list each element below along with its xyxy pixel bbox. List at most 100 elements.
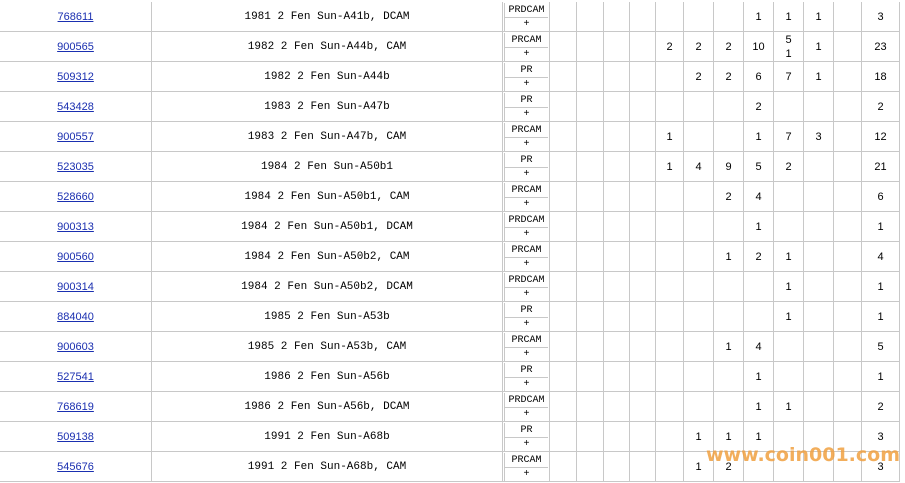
count-cell	[714, 92, 744, 122]
coin-id-link[interactable]: 545676	[57, 460, 94, 473]
count-cell	[656, 212, 684, 242]
description-cell: 1985 2 Fen Sun-A53b	[152, 302, 503, 332]
total-cell: 3	[862, 452, 900, 482]
count-cell: 1	[684, 452, 714, 482]
total-cell: 5	[862, 332, 900, 362]
grade-cell: PRCAM +	[503, 122, 550, 152]
count: 10	[752, 40, 765, 53]
count-cell	[550, 392, 577, 422]
count-part: 1	[785, 48, 792, 60]
description-cell: 1984 2 Fen Sun-A50b1, CAM	[152, 182, 503, 212]
count-cell	[604, 62, 630, 92]
count-cell	[630, 362, 656, 392]
count-cell	[630, 182, 656, 212]
count-cell	[656, 242, 684, 272]
description-cell: 1991 2 Fen Sun-A68b, CAM	[152, 452, 503, 482]
count-cell	[804, 362, 834, 392]
count-cell	[656, 362, 684, 392]
count-cell	[604, 122, 630, 152]
coin-id-link[interactable]: 509312	[57, 70, 94, 83]
coin-id-link[interactable]: 768619	[57, 400, 94, 413]
count-cell: 4	[744, 182, 774, 212]
count-cell	[774, 362, 804, 392]
coin-id-link[interactable]: 884040	[57, 310, 94, 323]
coin-id-link[interactable]: 900557	[57, 130, 94, 143]
count-cell	[604, 212, 630, 242]
count-cell	[834, 122, 862, 152]
total: 4	[877, 250, 884, 263]
count: 1	[666, 130, 673, 143]
count-cell: 1	[744, 212, 774, 242]
coin-id-link[interactable]: 900560	[57, 250, 94, 263]
count-cell	[577, 2, 604, 32]
count-cell	[714, 212, 744, 242]
count-cell	[684, 212, 714, 242]
coin-id-link[interactable]: 527541	[57, 370, 94, 383]
coin-id-link[interactable]: 900565	[57, 40, 94, 53]
coin-id-link[interactable]: 528660	[57, 190, 94, 203]
grade: PR	[504, 363, 548, 378]
total: 1	[877, 370, 884, 383]
count-cell	[550, 92, 577, 122]
coin-id-link[interactable]: 768611	[57, 10, 94, 23]
count-cell	[656, 302, 684, 332]
count-cell: 1	[804, 32, 834, 62]
description-cell: 1985 2 Fen Sun-A53b, CAM	[152, 332, 503, 362]
count-cell	[550, 212, 577, 242]
count-cell	[604, 152, 630, 182]
grade-cell: PRDCAM +	[503, 212, 550, 242]
count: 1	[785, 310, 792, 323]
count-cell	[577, 212, 604, 242]
count-cell	[804, 212, 834, 242]
id-cell: 900565	[0, 32, 152, 62]
total: 21	[874, 160, 887, 173]
count-cell	[656, 422, 684, 452]
total-cell: 23	[862, 32, 900, 62]
count-cell: 2	[684, 32, 714, 62]
count-cell: 2	[714, 452, 744, 482]
count-cell	[577, 302, 604, 332]
description-cell: 1982 2 Fen Sun-A44b, CAM	[152, 32, 503, 62]
count-cell	[577, 332, 604, 362]
count-cell	[714, 392, 744, 422]
total-cell: 21	[862, 152, 900, 182]
total-cell: 3	[862, 2, 900, 32]
count-cell	[744, 452, 774, 482]
count-cell	[834, 182, 862, 212]
count-cell: 2	[656, 32, 684, 62]
count-cell	[550, 422, 577, 452]
count-cell	[774, 332, 804, 362]
count-cell: 1	[656, 152, 684, 182]
count-cell: 9	[714, 152, 744, 182]
count-cell	[774, 92, 804, 122]
grade-sub: +	[504, 407, 548, 421]
count-cell	[834, 62, 862, 92]
coin-id-link[interactable]: 900603	[57, 340, 94, 353]
total: 1	[877, 220, 884, 233]
count-cell	[630, 62, 656, 92]
grade-cell: PRCAM +	[503, 32, 550, 62]
coin-id-link[interactable]: 900313	[57, 220, 94, 233]
count-cell	[834, 392, 862, 422]
count-cell	[684, 332, 714, 362]
total-cell: 6	[862, 182, 900, 212]
coin-id-link[interactable]: 523035	[57, 160, 94, 173]
id-cell: 528660	[0, 182, 152, 212]
coin-id-link[interactable]: 509138	[57, 430, 94, 443]
grade-sub: +	[504, 167, 548, 181]
count-cell: 7	[774, 122, 804, 152]
count-cell	[630, 272, 656, 302]
coin-id-link[interactable]: 543428	[57, 100, 94, 113]
count-cell: 5	[744, 152, 774, 182]
count-cell	[774, 452, 804, 482]
count-cell: 2	[744, 242, 774, 272]
description-cell: 1986 2 Fen Sun-A56b, DCAM	[152, 392, 503, 422]
grade: PRCAM	[504, 333, 548, 348]
count-part: 5	[785, 34, 792, 46]
id-cell: 545676	[0, 452, 152, 482]
coin-id-link[interactable]: 900314	[57, 280, 94, 293]
count-cell	[656, 332, 684, 362]
count-cell	[550, 362, 577, 392]
grade-sub: +	[504, 227, 548, 241]
